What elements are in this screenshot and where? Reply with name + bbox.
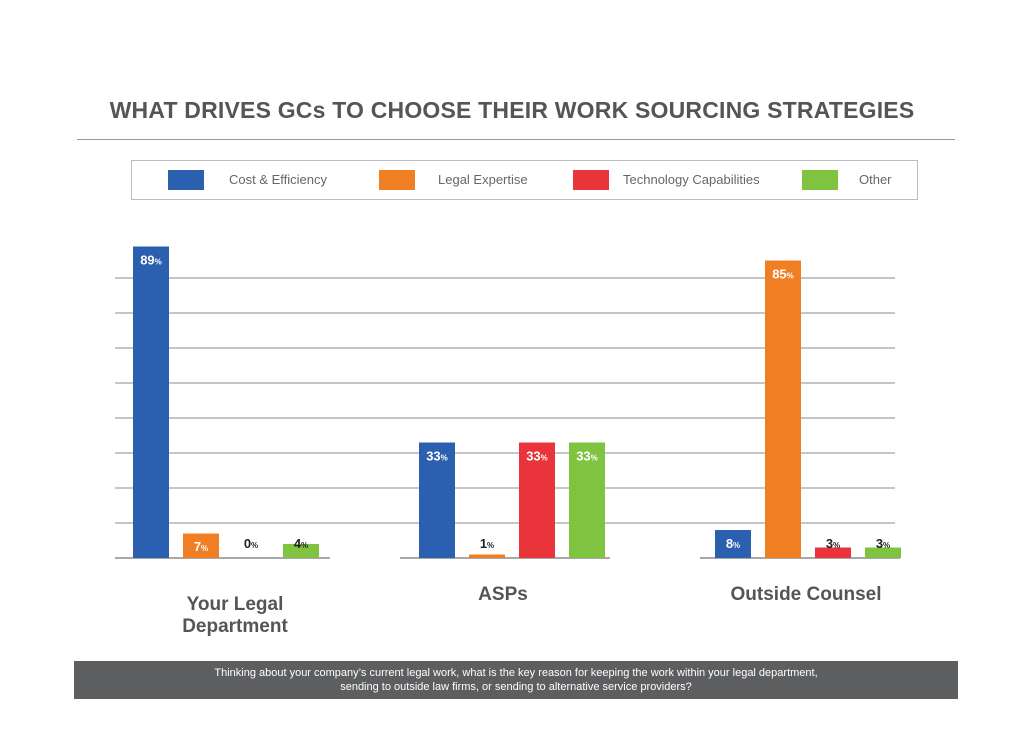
legend-label-legal: Legal Expertise: [438, 172, 528, 187]
data-label: 85%: [772, 267, 794, 282]
chart-title: WHAT DRIVES GCs TO CHOOSE THEIR WORK SOU…: [109, 97, 915, 123]
data-label: 7%: [194, 539, 208, 554]
bar: [765, 260, 801, 558]
footer-line-1: Thinking about your company’s current le…: [214, 667, 818, 679]
bar: [569, 442, 605, 558]
bar: [183, 533, 219, 558]
data-label: 3%: [826, 536, 840, 551]
data-label: 33%: [526, 449, 548, 464]
legend-swatch-cost: [168, 170, 204, 190]
survey-question-footer: Thinking about your company’s current le…: [74, 661, 958, 699]
legend-label-technology: Technology Capabilities: [623, 172, 760, 187]
bar-chart: 89% 7% 0% 4% 33% 1% 33% 33% 8% 85% 3% 3% Your Legal D…: [115, 246, 901, 637]
category-label: Your Legal Department: [182, 594, 288, 637]
bar: [715, 530, 751, 558]
legend-swatch-other: [802, 170, 838, 190]
footer-line-2: sending to outside law firms, or sending…: [340, 681, 692, 693]
bar: [815, 547, 851, 558]
bar: [283, 544, 319, 558]
title-divider: [77, 139, 955, 140]
data-label: 33%: [426, 449, 448, 464]
legend-label-cost: Cost & Efficiency: [229, 172, 328, 187]
data-label: 89%: [140, 253, 162, 268]
bar: [865, 547, 901, 558]
data-label: 0%: [244, 536, 258, 551]
chart-legend: Cost & Efficiency Legal Expertise Techno…: [131, 160, 918, 200]
bar: [469, 554, 505, 558]
data-label: 1%: [480, 536, 494, 551]
data-label: 8%: [726, 536, 740, 551]
legend-swatch-technology: [573, 170, 609, 190]
bar: [519, 442, 555, 558]
data-label: 33%: [576, 449, 598, 464]
data-label: 3%: [876, 536, 890, 551]
legend-swatch-legal: [379, 170, 415, 190]
category-label: ASPs: [478, 584, 528, 605]
data-label: 4%: [294, 536, 308, 551]
bar: [133, 246, 169, 558]
bar: [419, 442, 455, 558]
legend-label-other: Other: [859, 172, 892, 187]
category-label: Outside Counsel: [731, 584, 882, 605]
